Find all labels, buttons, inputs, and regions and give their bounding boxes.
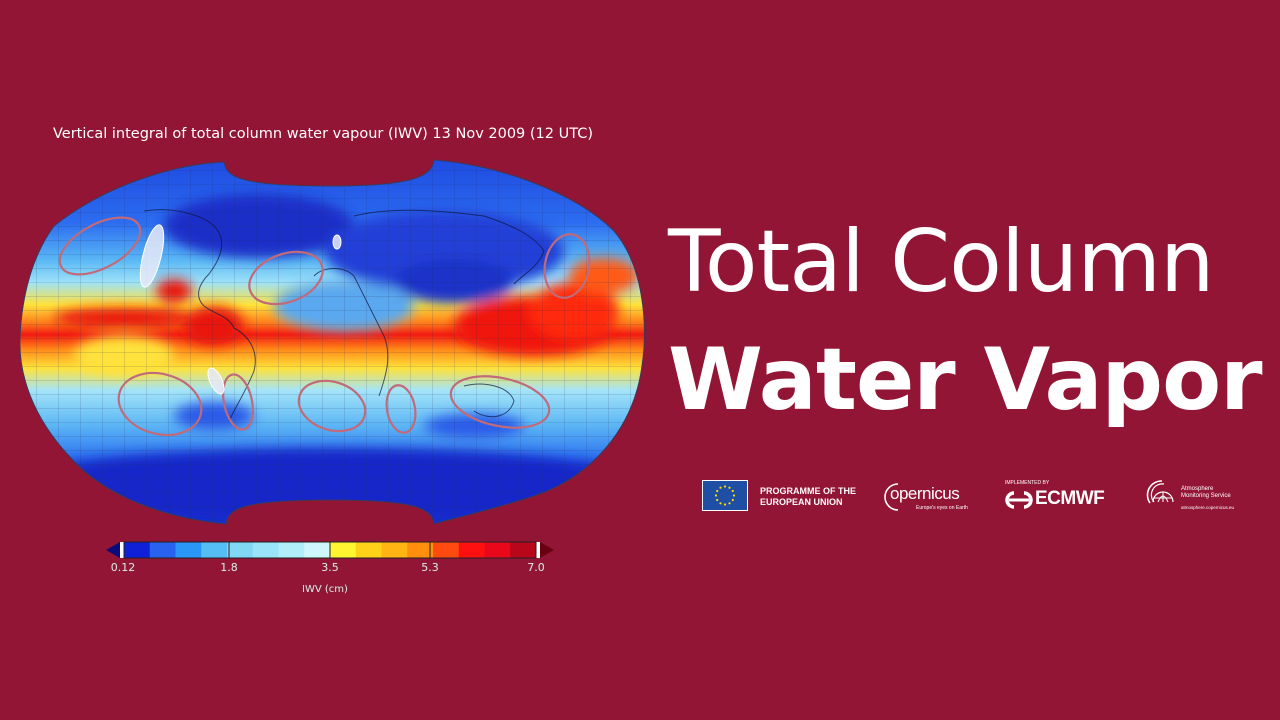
ecmwf-symbol-icon xyxy=(1005,491,1033,509)
colorbar-tick-1: 1.8 xyxy=(220,561,238,574)
eu-text-line-1: PROGRAMME OF THE xyxy=(760,486,856,496)
eu-text-line-2: EUROPEAN UNION xyxy=(760,497,843,507)
partner-logos: PROGRAMME OF THE EUROPEAN UNION opernicu… xyxy=(700,478,1260,514)
cams-name-line-1: Atmosphere xyxy=(1181,486,1214,492)
colorbar-tick-4: 7.0 xyxy=(527,561,545,574)
atmosphere-globe-icon xyxy=(1146,480,1174,504)
colorbar-tick-0: 0.12 xyxy=(110,561,136,574)
eu-programme-text: PROGRAMME OF THE EUROPEAN UNION xyxy=(760,486,856,508)
title-line-2: Water Vapor xyxy=(668,330,1263,430)
cams-name-line-2: Monitoring Service xyxy=(1181,493,1231,499)
colorbar-unit-label: IWV (cm) xyxy=(302,584,348,595)
copernicus-wordmark: opernicus xyxy=(890,484,960,503)
ecmwf-logo: IMPLEMENTED BY ECMWF xyxy=(1005,478,1135,514)
colorbar-max-arrow xyxy=(540,542,554,558)
implemented-by-label: IMPLEMENTED BY xyxy=(1005,480,1050,486)
copernicus-c-icon xyxy=(884,483,899,511)
title-line-1: Total Column xyxy=(668,212,1215,312)
copernicus-tagline: Europe's eyes on Earth xyxy=(916,505,968,511)
colorbar-min-arrow xyxy=(106,542,120,558)
copernicus-logo: opernicus Europe's eyes on Earth xyxy=(880,480,970,514)
iwv-colorbar xyxy=(106,540,554,560)
colorbar-tick-2: 3.5 xyxy=(321,561,339,574)
cams-url: atmosphere.copernicus.eu xyxy=(1181,505,1235,510)
map-caption: Vertical integral of total column water … xyxy=(53,126,594,142)
colorbar-tick-labels: 0.12 1.8 3.5 5.3 7.0 xyxy=(106,561,554,577)
ecmwf-wordmark: ECMWF xyxy=(1035,488,1105,509)
eu-flag-icon xyxy=(702,480,748,511)
water-vapour-world-map xyxy=(14,156,648,528)
colorbar-tick-3: 5.3 xyxy=(421,561,439,574)
cams-logo: Atmosphere Monitoring Service atmosphere… xyxy=(1145,478,1260,514)
